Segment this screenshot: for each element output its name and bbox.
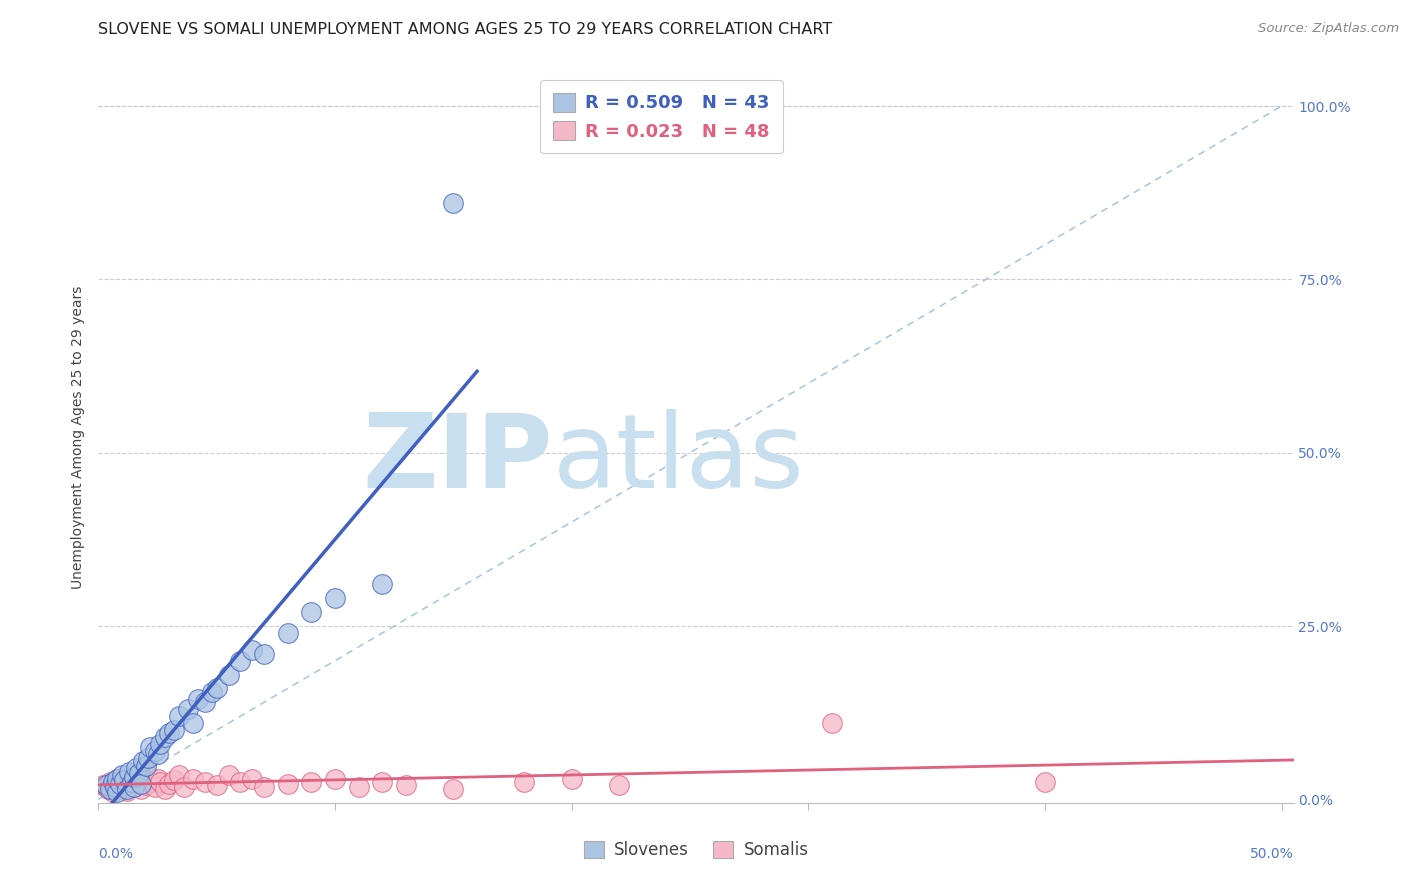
Point bbox=[240, 643, 263, 657]
Point bbox=[1033, 775, 1056, 789]
Point bbox=[277, 626, 299, 640]
Text: ZIP: ZIP bbox=[363, 409, 553, 509]
Point bbox=[277, 777, 299, 791]
Point bbox=[105, 785, 128, 799]
Point bbox=[163, 772, 186, 787]
Point bbox=[323, 772, 346, 786]
Point bbox=[122, 770, 145, 784]
Point bbox=[132, 764, 155, 779]
Point bbox=[395, 779, 418, 793]
Point bbox=[253, 647, 276, 661]
Point bbox=[821, 716, 844, 731]
Point bbox=[371, 775, 394, 789]
Point bbox=[441, 196, 464, 211]
Point bbox=[125, 772, 148, 786]
Point bbox=[143, 780, 166, 794]
Point bbox=[441, 781, 464, 796]
Point bbox=[146, 747, 169, 762]
Point bbox=[108, 777, 131, 791]
Point bbox=[136, 768, 159, 782]
Text: atlas: atlas bbox=[553, 409, 804, 509]
Point bbox=[299, 775, 322, 789]
Point bbox=[607, 779, 630, 793]
Point bbox=[121, 775, 143, 789]
Point bbox=[561, 772, 583, 786]
Point bbox=[104, 777, 127, 791]
Point bbox=[205, 779, 228, 793]
Point bbox=[94, 779, 117, 793]
Point bbox=[153, 781, 176, 796]
Point bbox=[218, 768, 240, 782]
Point bbox=[139, 775, 162, 789]
Point bbox=[371, 577, 394, 591]
Point bbox=[253, 780, 276, 794]
Point bbox=[118, 768, 141, 782]
Point bbox=[115, 781, 138, 796]
Point bbox=[205, 681, 228, 696]
Point bbox=[105, 772, 128, 786]
Point bbox=[173, 780, 195, 794]
Point bbox=[229, 654, 252, 668]
Point bbox=[122, 780, 145, 794]
Point bbox=[125, 761, 148, 775]
Point bbox=[121, 777, 143, 791]
Point bbox=[194, 695, 217, 709]
Point bbox=[114, 772, 136, 787]
Point bbox=[229, 775, 252, 789]
Point bbox=[323, 591, 346, 606]
Point bbox=[114, 772, 136, 787]
Point bbox=[194, 775, 217, 789]
Point bbox=[111, 768, 134, 782]
Text: 0.0%: 0.0% bbox=[98, 847, 134, 861]
Point bbox=[111, 781, 134, 796]
Text: 50.0%: 50.0% bbox=[1250, 847, 1294, 861]
Point bbox=[128, 775, 150, 789]
Point bbox=[157, 726, 180, 740]
Point bbox=[187, 691, 209, 706]
Point bbox=[149, 775, 172, 789]
Point bbox=[201, 685, 224, 699]
Point bbox=[181, 716, 204, 731]
Point bbox=[157, 777, 180, 791]
Point bbox=[299, 605, 322, 619]
Point bbox=[105, 772, 128, 786]
Point bbox=[153, 730, 176, 744]
Point bbox=[139, 740, 162, 755]
Point bbox=[115, 784, 138, 798]
Point bbox=[122, 780, 145, 794]
Point bbox=[513, 775, 536, 789]
Point bbox=[149, 737, 172, 751]
Point bbox=[108, 780, 131, 794]
Point bbox=[132, 754, 155, 768]
Point bbox=[181, 772, 204, 786]
Point bbox=[163, 723, 186, 737]
Point bbox=[135, 759, 157, 773]
Text: Source: ZipAtlas.com: Source: ZipAtlas.com bbox=[1258, 22, 1399, 36]
Point bbox=[101, 785, 124, 799]
Point bbox=[98, 781, 121, 796]
Point bbox=[129, 777, 152, 791]
Point bbox=[129, 781, 152, 796]
Point bbox=[143, 744, 166, 758]
Point bbox=[218, 667, 240, 681]
Point bbox=[177, 702, 200, 716]
Point bbox=[91, 779, 114, 793]
Y-axis label: Unemployment Among Ages 25 to 29 years: Unemployment Among Ages 25 to 29 years bbox=[70, 285, 84, 589]
Legend: Slovenes, Somalis: Slovenes, Somalis bbox=[575, 833, 817, 868]
Point bbox=[118, 764, 141, 779]
Point bbox=[135, 779, 157, 793]
Point bbox=[98, 775, 121, 789]
Point bbox=[97, 781, 120, 796]
Point bbox=[146, 772, 169, 786]
Point bbox=[94, 780, 117, 794]
Point bbox=[136, 750, 159, 764]
Point bbox=[101, 775, 124, 789]
Point bbox=[128, 766, 150, 780]
Point bbox=[104, 780, 127, 794]
Text: SLOVENE VS SOMALI UNEMPLOYMENT AMONG AGES 25 TO 29 YEARS CORRELATION CHART: SLOVENE VS SOMALI UNEMPLOYMENT AMONG AGE… bbox=[98, 22, 832, 37]
Point bbox=[347, 780, 370, 794]
Point bbox=[167, 768, 190, 782]
Point bbox=[167, 709, 190, 723]
Point bbox=[240, 772, 263, 786]
